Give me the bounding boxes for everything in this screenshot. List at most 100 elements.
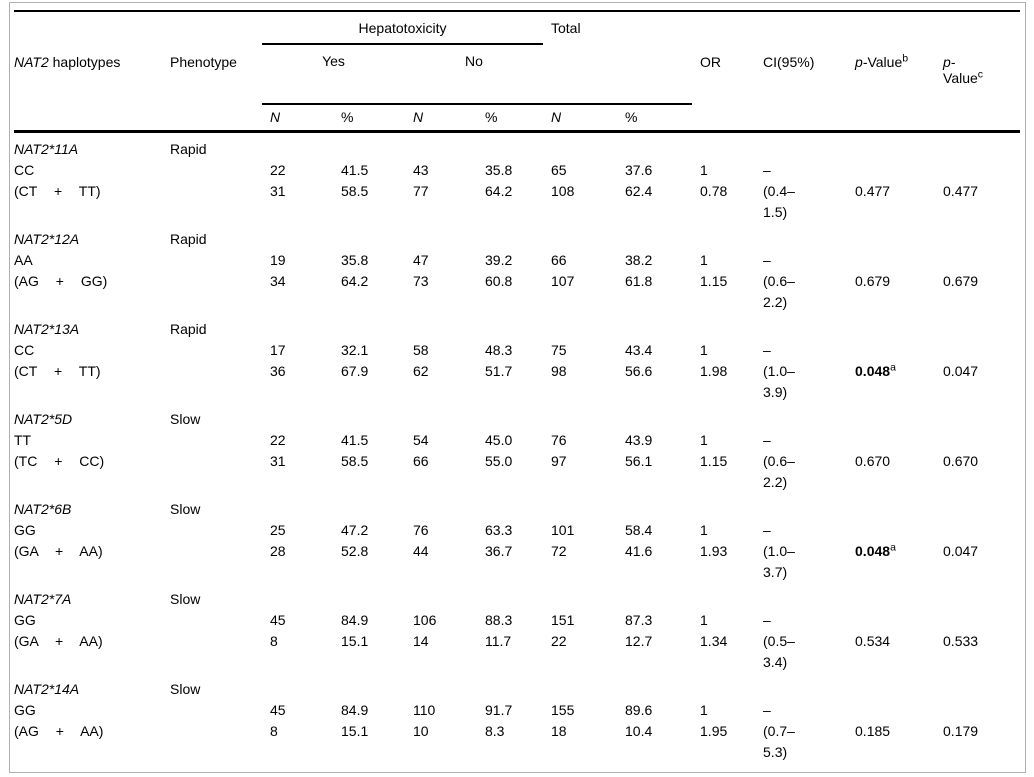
or-cell: 1 — [700, 431, 708, 448]
spacer-cell — [262, 673, 1020, 700]
ci-line1: (1.0– — [763, 362, 795, 379]
col-header-total-n: N — [543, 103, 617, 133]
ci-cell: (1.0– 3.9) — [755, 361, 847, 403]
ci-line1: – — [763, 251, 771, 268]
p-italic: p — [855, 54, 863, 70]
spacer-cell — [262, 583, 1020, 610]
footnote-b-sup: b — [902, 52, 909, 65]
no-n-cell: 66 — [413, 452, 429, 469]
ci-cell: (0.5– 3.4) — [755, 631, 847, 673]
phenotype-cell: Rapid — [170, 320, 207, 337]
yes-n-cell: 25 — [270, 521, 286, 538]
genotype-cell: GG — [14, 701, 36, 718]
p-value-b: 0.048 — [855, 362, 891, 379]
total-n-cell: 155 — [551, 701, 575, 718]
p-value-b-cell — [847, 250, 935, 271]
yes-n-cell: 36 — [270, 362, 286, 379]
or-cell: 1.95 — [700, 722, 728, 739]
yes-n-cell: 28 — [270, 542, 286, 559]
p-value-b-cell — [847, 610, 935, 631]
haplotype-cell: NAT2*11A — [14, 140, 79, 157]
ci-line1: (0.4– — [763, 182, 795, 199]
ci-line1: – — [763, 431, 771, 448]
yes-pct-cell: 35.8 — [341, 251, 369, 268]
yes-n-cell: 17 — [270, 341, 286, 358]
yes-n-cell: 31 — [270, 452, 286, 469]
total-n-cell: 75 — [551, 341, 567, 358]
empty-cell — [170, 430, 262, 451]
haplotype-cell: NAT2*5D — [14, 410, 73, 427]
col-group-total: Total — [551, 20, 581, 36]
p-value-b-cell: 0.048a — [847, 361, 935, 403]
or-cell: 1 — [700, 701, 708, 718]
genotype-cell: (CT + TT) — [14, 182, 101, 199]
phenotype-cell: Slow — [170, 680, 201, 697]
col-header-yes-pct: % — [333, 103, 405, 133]
p-value-b-cell: 0.679 — [847, 271, 935, 313]
p-value-b-cell: 0.185 — [847, 721, 935, 773]
col-header-ci: CI(95%) — [763, 54, 815, 70]
spacer-cell — [262, 131, 1020, 160]
no-n-cell: 14 — [413, 632, 429, 649]
total-pct-cell: 41.6 — [625, 542, 653, 559]
no-pct-cell: 51.7 — [485, 362, 513, 379]
p-italic: p — [943, 54, 951, 70]
spacer-cell — [262, 223, 1020, 250]
no-n-cell: 76 — [413, 521, 429, 538]
total-n-cell: 76 — [551, 431, 567, 448]
total-pct-cell: 61.8 — [625, 272, 653, 289]
haplotype-cell: NAT2*12A — [14, 230, 80, 247]
genotype-cell: (GA + AA) — [14, 542, 103, 559]
total-n-cell: 151 — [551, 611, 575, 628]
total-pct-cell: 87.3 — [625, 611, 653, 628]
p-value-c-cell: 0.477 — [943, 182, 979, 199]
haplotypes-label: haplotypes — [48, 54, 121, 70]
total-n-cell: 18 — [551, 722, 567, 739]
yes-n-cell: 19 — [270, 251, 286, 268]
ci-cell: – — [755, 160, 847, 181]
no-n-cell: 54 — [413, 431, 429, 448]
total-pct-cell: 56.6 — [625, 362, 653, 379]
yes-pct-cell: 58.5 — [341, 452, 369, 469]
p-value-c-cell: 0.679 — [943, 272, 979, 289]
total-pct-cell: 43.4 — [625, 341, 653, 358]
ci-line1: (0.6– — [763, 272, 795, 289]
empty-cell — [170, 520, 262, 541]
yes-pct-cell: 84.9 — [341, 611, 369, 628]
p-value-c-cell: 0.670 — [943, 452, 979, 469]
col-header-total-pct: % — [617, 103, 693, 133]
no-n-cell: 110 — [413, 701, 436, 718]
empty-cell — [170, 160, 262, 181]
p-value-c-cell — [935, 430, 1020, 451]
p-value-b-cell: 0.048a — [847, 541, 935, 583]
significance-sup: a — [890, 540, 896, 553]
total-pct-cell: 43.9 — [625, 431, 653, 448]
p-value-b: 0.679 — [855, 272, 891, 289]
genotype-cell: TT — [14, 431, 32, 448]
results-table: NAT2 haplotypes Phenotype Hepatotoxicity… — [14, 10, 1021, 773]
spacer-cell — [262, 493, 1020, 520]
haplotype-cell: NAT2*13A — [14, 320, 80, 337]
col-header-or: OR — [700, 54, 722, 70]
or-cell: 1 — [700, 611, 708, 628]
or-cell: 1 — [700, 521, 708, 538]
ci-line1: – — [763, 521, 771, 538]
col-header-no: No — [465, 53, 483, 69]
p-value-c-cell — [935, 700, 1020, 721]
genotype-cell: AA — [14, 251, 33, 268]
empty-cell — [170, 104, 262, 133]
empty-cell — [170, 631, 262, 673]
total-pct-cell: 37.6 — [625, 161, 653, 178]
p-value-b: 0.477 — [855, 182, 891, 199]
phenotype-cell: Rapid — [170, 140, 207, 157]
total-n-cell: 97 — [551, 452, 567, 469]
p-value-c-cell: 0.179 — [943, 722, 979, 739]
ci-cell: (1.0– 3.7) — [755, 541, 847, 583]
empty-cell — [170, 541, 262, 583]
empty-cell — [170, 250, 262, 271]
p-value-b-cell — [847, 340, 935, 361]
yes-pct-cell: 58.5 — [341, 182, 369, 199]
yes-pct-cell: 32.1 — [341, 341, 369, 358]
total-n-cell: 72 — [551, 542, 567, 559]
genotype-cell: CC — [14, 341, 35, 358]
